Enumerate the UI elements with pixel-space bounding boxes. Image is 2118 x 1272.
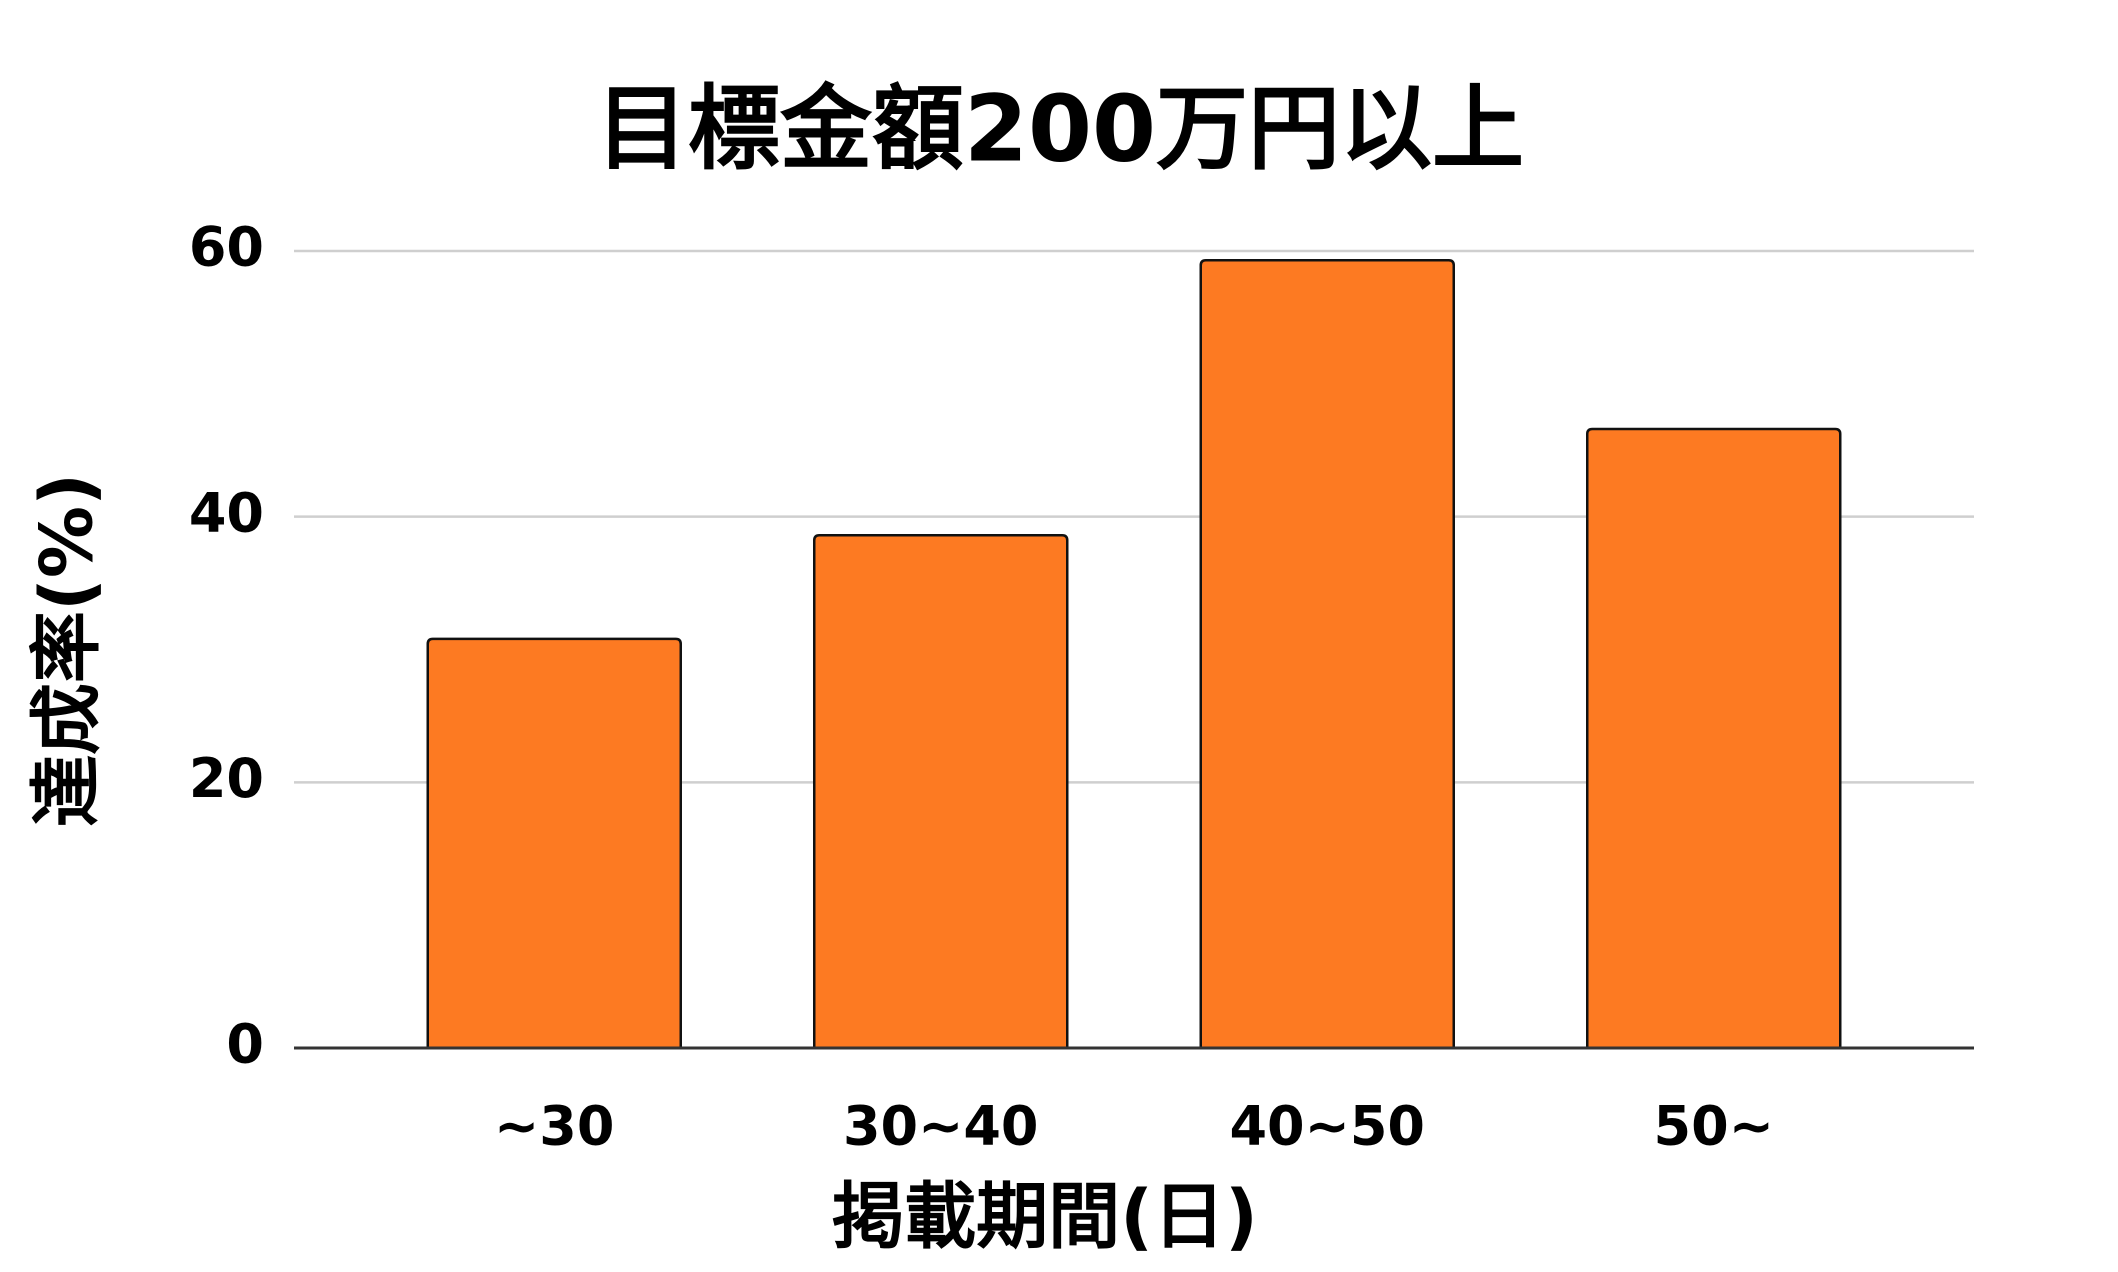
x-tick-label: 40~50 — [1229, 1095, 1425, 1158]
x-axis-label: 掲載期間(日) — [832, 1175, 1258, 1259]
x-tick-label: 50~ — [1654, 1095, 1774, 1158]
y-tick-label: 0 — [226, 1013, 264, 1076]
chart-title: 目標金額200万円以上 — [596, 75, 1524, 182]
x-tick-label: ~30 — [494, 1095, 614, 1158]
y-tick-label: 40 — [189, 481, 264, 544]
bar — [426, 637, 682, 1050]
bar — [1586, 427, 1842, 1050]
bar — [813, 534, 1069, 1050]
y-axis-label: 達成率(%) — [25, 473, 109, 827]
x-tick-label: 30~40 — [843, 1095, 1039, 1158]
bar — [1199, 259, 1455, 1050]
y-tick-label: 60 — [189, 216, 264, 279]
y-tick-label: 20 — [189, 747, 264, 810]
